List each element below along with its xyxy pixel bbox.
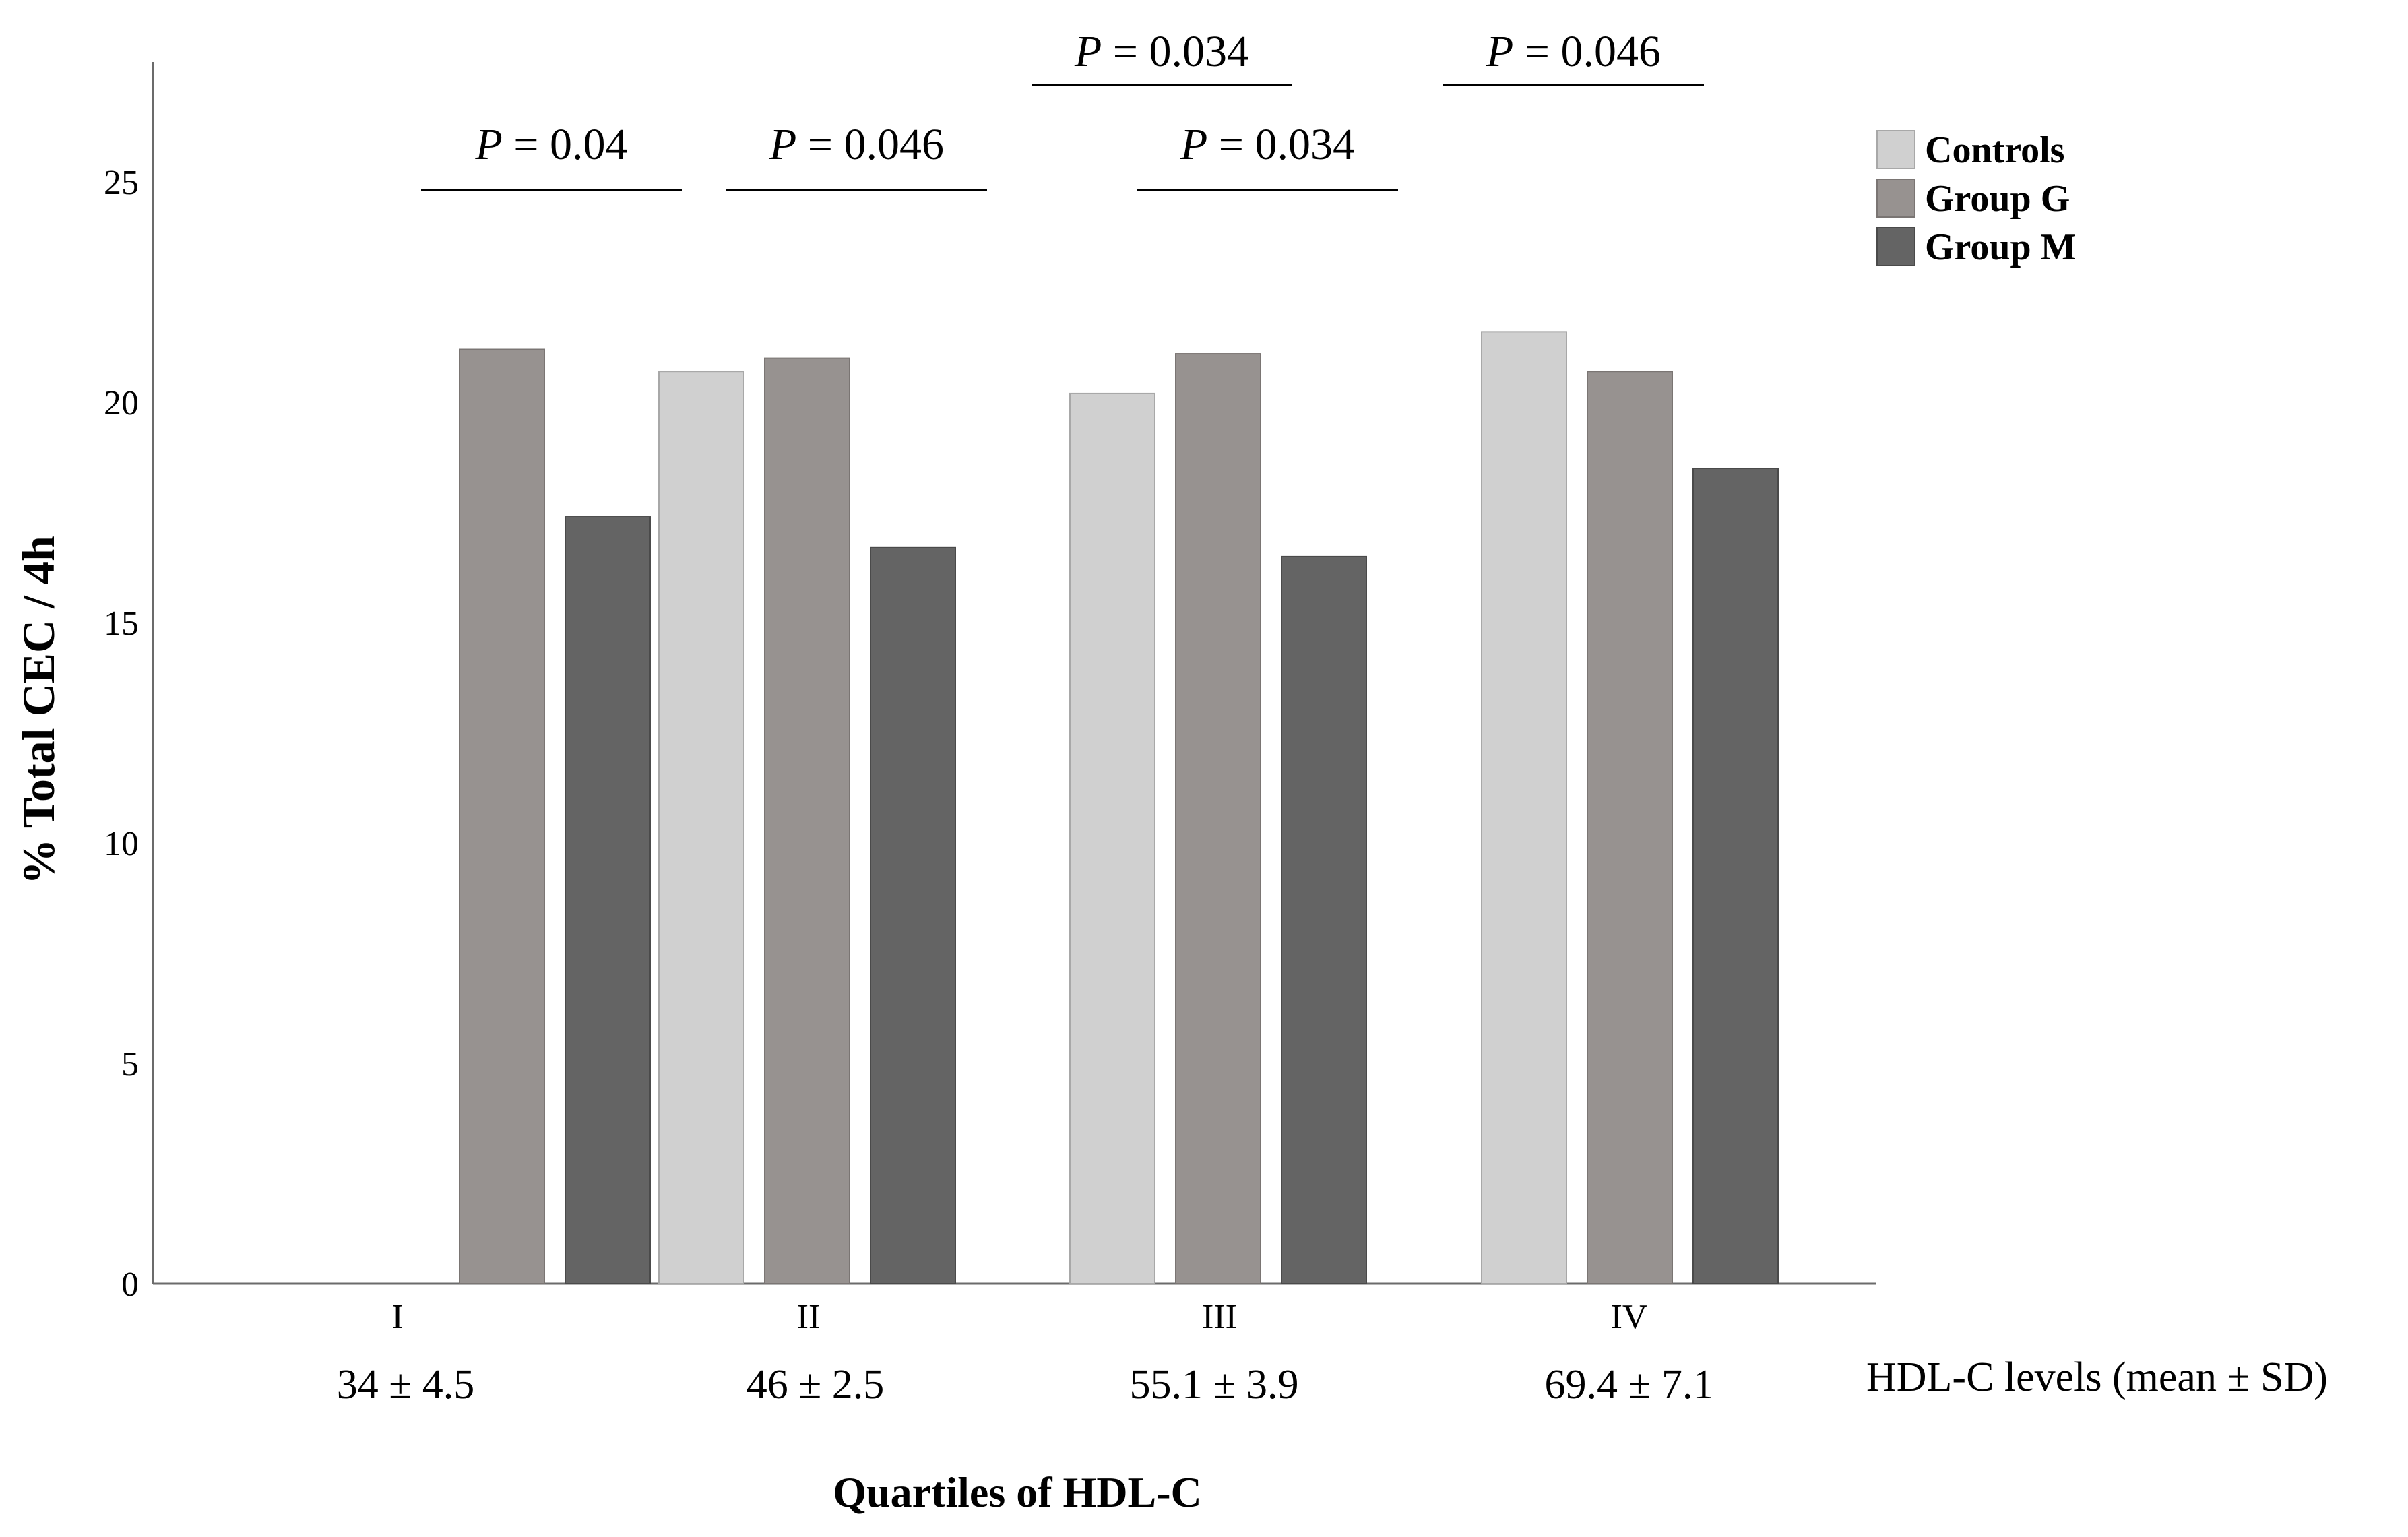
x-tick-label: IV	[1611, 1298, 1648, 1336]
bar-group-g-i	[459, 348, 545, 1284]
hdl-level-label: 55.1 ± 3.9	[1129, 1362, 1298, 1408]
y-axis-label: % Total CEC / 4h	[13, 536, 64, 885]
hdl-level-label: 34 ± 4.5	[337, 1362, 475, 1408]
p-value-label: P = 0.04	[474, 120, 627, 169]
y-tick-label: 5	[121, 1045, 139, 1084]
x-tick-label: III	[1202, 1298, 1237, 1336]
p-value-label: P = 0.046	[1486, 27, 1661, 76]
bar-controls-iii	[1069, 392, 1155, 1284]
bar-group-m-ii	[870, 546, 956, 1285]
bar-group-m-iv	[1692, 468, 1779, 1284]
x-axis-label: Quartiles of HDL-C	[833, 1468, 1202, 1516]
legend-swatch	[1876, 227, 1915, 266]
y-tick-label: 0	[121, 1265, 139, 1304]
bar-group-m-iii	[1281, 555, 1367, 1284]
bar-group-g-ii	[764, 357, 850, 1284]
x-tick-label: II	[797, 1298, 821, 1336]
legend: Controls Group G Group M	[1876, 129, 2077, 268]
bar-group-g-iv	[1587, 371, 1673, 1284]
bar-controls-iv	[1481, 331, 1567, 1284]
legend-label: Group G	[1925, 178, 2070, 220]
bars	[459, 331, 1779, 1285]
legend-label: Group M	[1925, 226, 2077, 268]
bar-group-m-i	[565, 516, 651, 1284]
y-tick-label: 20	[104, 384, 139, 422]
legend-swatch	[1876, 179, 1915, 218]
y-tick-label: 10	[104, 825, 139, 863]
bar-controls-ii	[658, 371, 744, 1284]
y-tick-label: 25	[104, 164, 139, 202]
legend-label: Controls	[1925, 129, 2064, 171]
bar-group-g-iii	[1175, 353, 1261, 1284]
y-ticks: 0 5 10 15 20 25	[104, 164, 139, 1304]
hdl-level-label: 46 ± 2.5	[747, 1362, 885, 1408]
y-tick-label: 15	[104, 604, 139, 643]
legend-swatch	[1876, 130, 1915, 169]
p-value-label: P = 0.034	[1074, 27, 1249, 76]
p-value-annotations: P = 0.04 P = 0.046 P = 0.034 P = 0.034 P = 0…	[421, 27, 1704, 191]
x-categories: I 34 ± 4.5 II 46 ± 2.5 III 55.1 ± 3.9 IV 69.4 ±…	[337, 1298, 1714, 1408]
p-value-label: P = 0.034	[1180, 120, 1355, 169]
hdl-levels-caption: HDL-C levels (mean ± SD)	[1866, 1354, 2328, 1400]
p-value-label: P = 0.046	[769, 120, 944, 169]
x-tick-label: I	[391, 1298, 403, 1336]
hdl-level-label: 69.4 ± 7.1	[1544, 1362, 1713, 1408]
